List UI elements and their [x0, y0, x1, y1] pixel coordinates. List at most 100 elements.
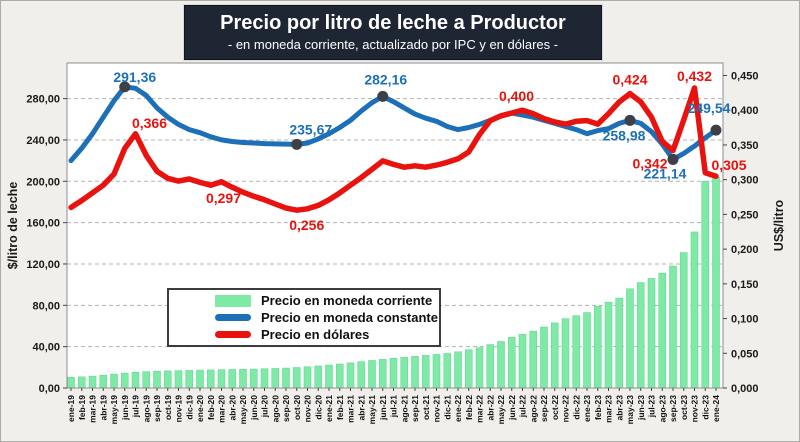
x-axis-label: may-20 — [238, 395, 248, 425]
bar — [647, 278, 656, 389]
x-axis-label: jun-21 — [378, 395, 388, 421]
left-axis-tick: 240,00 — [26, 135, 60, 147]
bars-series-corriente — [67, 176, 720, 389]
bar — [679, 252, 688, 389]
data-label-dolares: 0,297 — [206, 190, 241, 206]
bar — [378, 359, 387, 389]
data-label-constante: 258,98 — [603, 127, 646, 143]
legend-swatch-dolares — [215, 331, 251, 338]
data-label-dolares: 0,366 — [132, 115, 167, 131]
x-axis-label: abr-20 — [227, 395, 237, 421]
bar — [368, 360, 376, 389]
x-axis-label: mar-23 — [604, 395, 614, 423]
legend-item-constante: Precio en moneda constante — [215, 309, 438, 326]
data-label-dolares: 0,432 — [677, 68, 712, 84]
data-label-dolares: 0,400 — [499, 88, 534, 104]
bar — [153, 370, 161, 389]
bar — [325, 364, 333, 389]
x-axis-label: ene-23 — [582, 395, 592, 422]
bar — [540, 326, 548, 389]
left-axis-tick: 40,00 — [32, 342, 60, 354]
data-point-marker — [291, 138, 303, 150]
bar — [206, 369, 215, 389]
bar — [196, 369, 204, 389]
bar — [475, 347, 484, 389]
x-axis-label: jul-23 — [647, 395, 657, 418]
bar — [142, 371, 151, 389]
data-label-dolares: 0,424 — [612, 72, 647, 88]
bar — [701, 180, 710, 389]
bar — [626, 288, 634, 389]
chart-subtitle: - en moneda corriente, actualizado por I… — [227, 37, 559, 52]
bar — [604, 301, 613, 389]
x-axis-label: nov-20 — [303, 395, 313, 423]
bar — [67, 377, 75, 389]
legend-swatch-constante — [215, 314, 251, 321]
bar — [507, 337, 516, 389]
bar — [346, 362, 355, 389]
legend-item-dolares: Precio en dólares — [215, 326, 435, 343]
x-axis-label: oct-21 — [421, 395, 431, 420]
bar — [249, 368, 258, 389]
x-axis-label: ago-19 — [141, 395, 151, 423]
bar — [271, 368, 280, 389]
x-axis-label: may-19 — [109, 395, 119, 425]
left-axis-tick: 0,00 — [39, 383, 60, 395]
data-label-constante: 235,67 — [289, 121, 332, 137]
left-axis-tick: 280,00 — [26, 94, 60, 106]
bar — [615, 297, 624, 389]
right-axis-tick: 0,250 — [731, 209, 759, 221]
bar — [464, 349, 473, 389]
bar — [357, 361, 366, 389]
x-axis-label: jul-20 — [260, 395, 270, 418]
bar — [486, 344, 495, 389]
legend-label-dolares: Precio en dólares — [261, 327, 370, 342]
right-axis-tick: 0,350 — [731, 140, 759, 152]
bar — [529, 330, 538, 389]
x-axis-label: may-23 — [625, 395, 635, 425]
bar — [712, 176, 720, 389]
bar — [174, 370, 183, 389]
legend-swatch-corriente — [215, 294, 251, 307]
bar — [260, 368, 269, 389]
bar — [120, 372, 129, 389]
x-axis-label: sep-22 — [539, 395, 549, 422]
x-axis-label: ene-24 — [711, 395, 721, 422]
x-axis-label: ago-23 — [657, 395, 667, 423]
x-axis-label: nov-19 — [174, 395, 184, 423]
bar — [400, 357, 409, 389]
bar — [99, 374, 108, 389]
x-axis-label: ene-20 — [195, 395, 205, 422]
data-label-constante: 291,36 — [113, 69, 156, 85]
x-axis-label: ene-19 — [66, 395, 76, 422]
right-axis-tick: 0,000 — [731, 383, 759, 395]
left-axis-tick: 200,00 — [26, 176, 60, 188]
bar — [228, 369, 237, 389]
data-label-dolares: 0,305 — [711, 157, 746, 173]
data-label-constante: 221,14 — [644, 165, 687, 181]
x-axis-label: abr-21 — [356, 395, 366, 421]
x-axis-label: oct-19 — [163, 395, 173, 420]
legend-label-corriente: Precio en moneda corriente — [261, 293, 433, 308]
bar — [658, 272, 667, 389]
bar — [185, 370, 194, 389]
bar — [454, 351, 462, 389]
x-axis-label: dic-21 — [442, 395, 452, 420]
line-constante — [68, 84, 719, 164]
chart-title: Precio por litro de leche a Productor — [220, 12, 566, 34]
x-axis-label: ago-22 — [528, 395, 538, 423]
x-axis-label: oct-23 — [679, 395, 689, 420]
x-axis-label: mar-22 — [475, 395, 485, 423]
bar — [292, 367, 301, 389]
bar — [518, 333, 527, 389]
right-axis-tick: 0,400 — [731, 105, 759, 117]
line-dolares — [68, 85, 719, 213]
x-axis-label: dic-20 — [313, 395, 323, 420]
x-axis-label: oct-20 — [292, 395, 302, 420]
bar — [314, 365, 323, 389]
bar — [131, 371, 140, 389]
bar — [217, 369, 226, 389]
x-axis-label: nov-21 — [432, 395, 442, 423]
x-axis-label: sep-19 — [152, 395, 162, 422]
bar — [636, 282, 645, 389]
